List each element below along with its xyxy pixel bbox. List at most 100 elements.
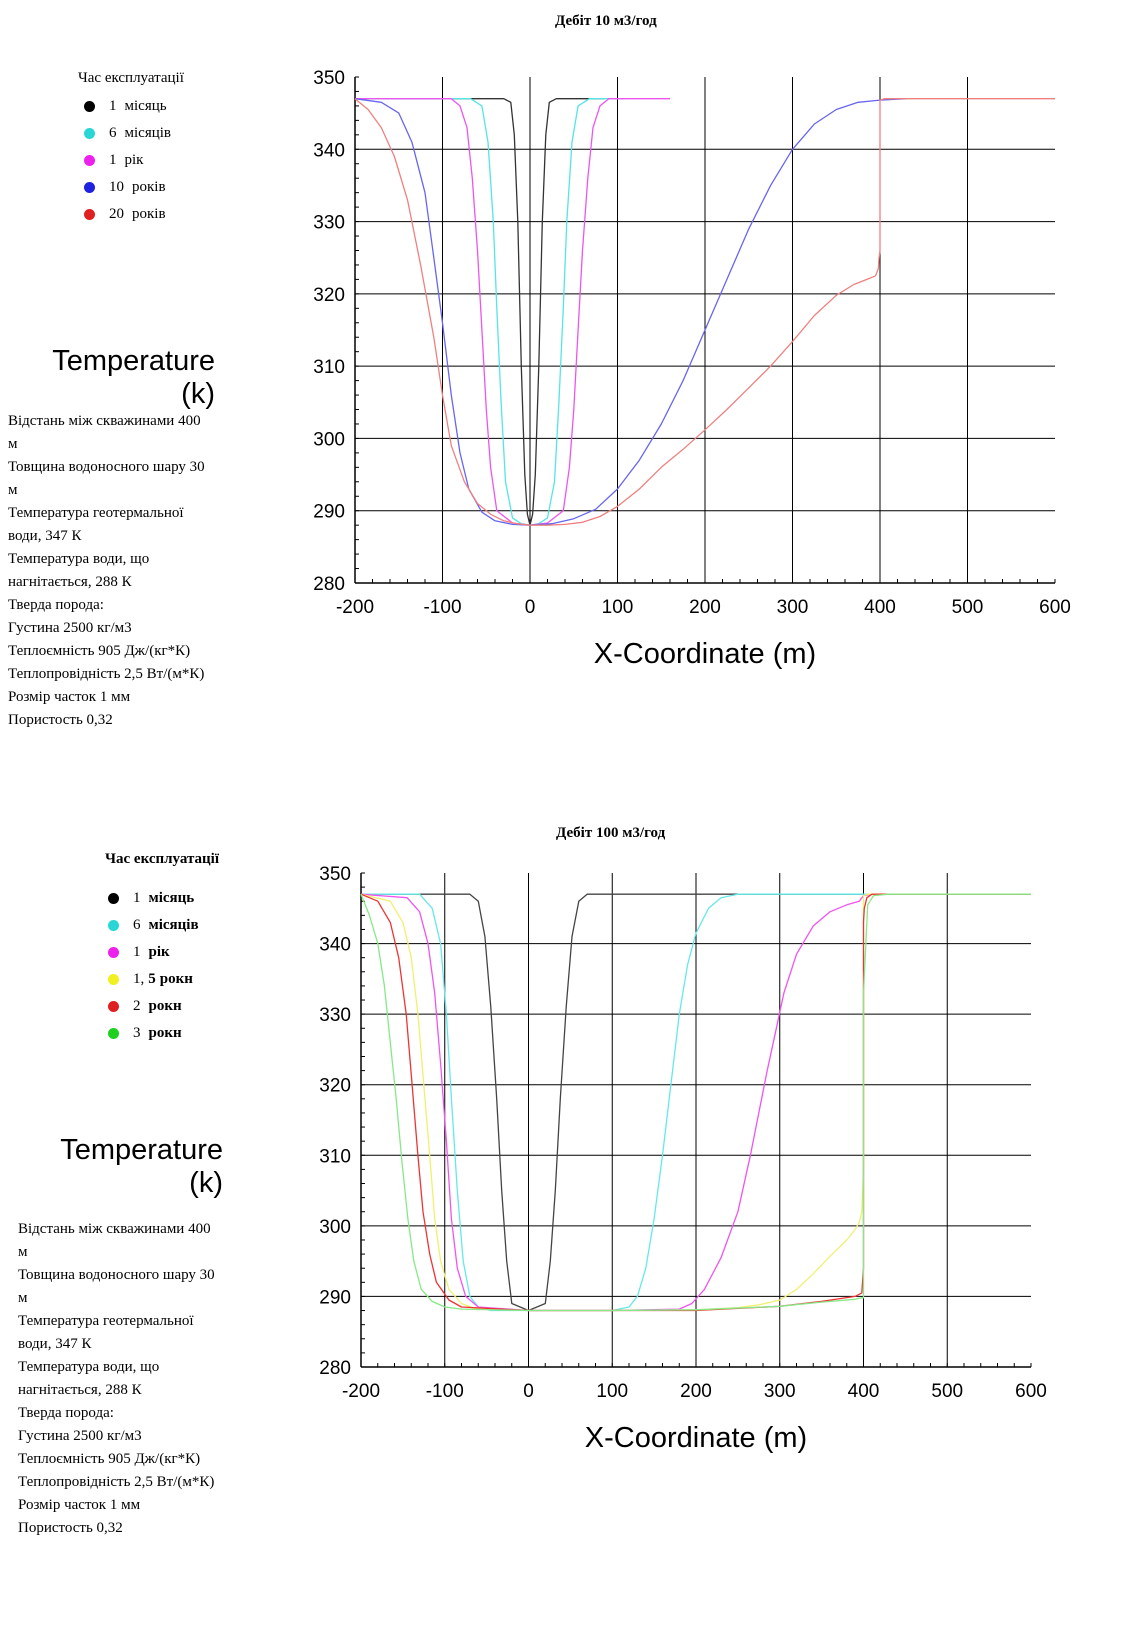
chart-title: Дебіт 100 м3/год	[556, 825, 666, 841]
y-tick-label: 340	[313, 140, 345, 161]
legend-number: 1,	[133, 971, 145, 987]
legend-label: років	[132, 206, 166, 222]
parameter-line: Температура геотермальної	[8, 505, 184, 521]
legend-label: місяць	[148, 890, 195, 906]
y-tick-label: 310	[319, 1146, 351, 1167]
legend-entry: 1 місяць	[84, 93, 171, 120]
parameter-line: Відстань між скважинами 400	[18, 1221, 211, 1237]
legend-label: років	[132, 179, 166, 195]
y-tick-label: 320	[319, 1076, 351, 1097]
series-group	[354, 98, 1055, 526]
legend-swatch	[84, 128, 95, 139]
legend-entry: 1, 5 рокн	[108, 966, 199, 993]
parameter-line: Температура геотермальної	[18, 1313, 194, 1329]
x-tick-label: 400	[848, 1381, 880, 1402]
legend-label: рік	[124, 152, 144, 168]
legend-swatch	[108, 974, 119, 985]
legend-swatch	[84, 182, 95, 193]
x-axis-label: X-Coordinate (m)	[594, 638, 816, 670]
series-line	[354, 98, 907, 526]
legend-entry: 10 років	[84, 174, 171, 201]
legend-swatch	[108, 947, 119, 958]
legend-number: 1	[109, 98, 117, 114]
legend-swatch	[108, 893, 119, 904]
parameter-line: Відстань між скважинами 400	[8, 413, 201, 429]
legend-swatch	[84, 101, 95, 112]
x-tick-label: -100	[426, 1381, 464, 1402]
legend-entry: 20 років	[84, 201, 171, 228]
parameter-line: Густина 2500 кг/м3	[8, 620, 132, 636]
parameter-line: Теплопровідність 2,5 Вт/(м*К)	[8, 666, 205, 682]
parameter-line: м	[8, 482, 18, 498]
parameter-line: м	[8, 436, 18, 452]
legend-label: рокн	[148, 998, 182, 1014]
y-tick-label: 300	[319, 1217, 351, 1238]
x-tick-label: 600	[1039, 597, 1071, 618]
parameter-line: Тверда порода:	[8, 597, 104, 613]
legend-entry: 1 рік	[84, 147, 171, 174]
y-tick-label: 290	[313, 502, 345, 523]
y-tick-label: 290	[319, 1287, 351, 1308]
series-line	[361, 893, 1031, 1312]
legend-label: місяць	[124, 98, 167, 114]
y-axis-unit: (k)	[181, 378, 215, 410]
legend-number: 20	[109, 206, 124, 222]
parameter-line: Розмір часток 1 мм	[8, 689, 131, 705]
y-tick-label: 330	[313, 213, 345, 234]
x-tick-label: -100	[423, 597, 461, 618]
series-line	[360, 893, 1031, 1312]
y-tick-label: 280	[313, 574, 345, 595]
legend-number: 1	[133, 890, 141, 906]
parameter-line: Товщина водоносного шару 30	[18, 1267, 215, 1283]
legend-number: 3	[133, 1025, 141, 1041]
parameters-text: Відстань між скважинами 400 м Товщина во…	[8, 410, 205, 732]
series-group	[360, 893, 1031, 1312]
x-tick-label: 500	[931, 1381, 963, 1402]
legend-entry: 2 рокн	[108, 993, 199, 1020]
parameter-line: Товщина водоносного шару 30	[8, 459, 205, 475]
legend-entry: 3 рокн	[108, 1020, 199, 1047]
y-tick-label: 350	[319, 864, 351, 885]
legend-swatch	[108, 920, 119, 931]
parameter-line: Температура води, що	[18, 1359, 160, 1375]
y-axis-unit: (k)	[189, 1167, 223, 1199]
parameter-line: Теплоємність 905 Дж/(кг*К)	[18, 1451, 201, 1467]
y-axis-title: Temperature	[60, 1134, 223, 1166]
x-tick-label: 100	[596, 1381, 628, 1402]
legend-swatch	[108, 1001, 119, 1012]
chart-title: Дебіт 10 м3/год	[555, 13, 657, 29]
parameter-line: Температура води, що	[8, 551, 150, 567]
series-line	[355, 98, 670, 526]
series-line	[361, 893, 914, 1312]
parameter-line: Розмір часток 1 мм	[18, 1497, 141, 1513]
x-tick-label: 0	[523, 1381, 534, 1402]
y-tick-label: 350	[313, 68, 345, 89]
legend-number: 1	[109, 152, 117, 168]
series-line	[354, 98, 1055, 526]
x-tick-label: 300	[764, 1381, 796, 1402]
legend-entry: 6 місяців	[84, 120, 171, 147]
parameter-line: Густина 2500 кг/м3	[18, 1428, 142, 1444]
y-tick-label: 310	[313, 357, 345, 378]
parameter-line: води, 347 К	[18, 1336, 92, 1352]
y-axis-label: Temperature (k)	[10, 345, 215, 411]
x-tick-label: 0	[525, 597, 536, 618]
y-axis-label: Temperature (k)	[20, 1134, 223, 1200]
x-tick-label: 600	[1015, 1381, 1047, 1402]
x-tick-label: 300	[777, 597, 809, 618]
legend-swatch	[84, 155, 95, 166]
parameter-line: нагнітається, 288 К	[18, 1382, 142, 1398]
legend-entry: 6 місяців	[108, 912, 199, 939]
series-line	[355, 98, 605, 526]
legend-entry: 1 рік	[108, 939, 199, 966]
plot-area: 280 290 300 310 320 330 340 350 -200 -100 0 100 200 3…	[319, 864, 1047, 1454]
chart-panel-q100: Дебіт 100 м3/год Час експлуатації 1 місяц…	[0, 825, 1127, 1633]
legend-number: 6	[109, 125, 117, 141]
legend-swatch	[108, 1028, 119, 1039]
legend-label: рік	[148, 944, 170, 960]
parameter-line: Теплопровідність 2,5 Вт/(м*К)	[18, 1474, 215, 1490]
legend-title: Час експлуатації	[78, 70, 184, 86]
parameter-line: нагнітається, 288 К	[8, 574, 132, 590]
y-tick-label: 300	[313, 429, 345, 450]
series-line	[360, 893, 1031, 1312]
